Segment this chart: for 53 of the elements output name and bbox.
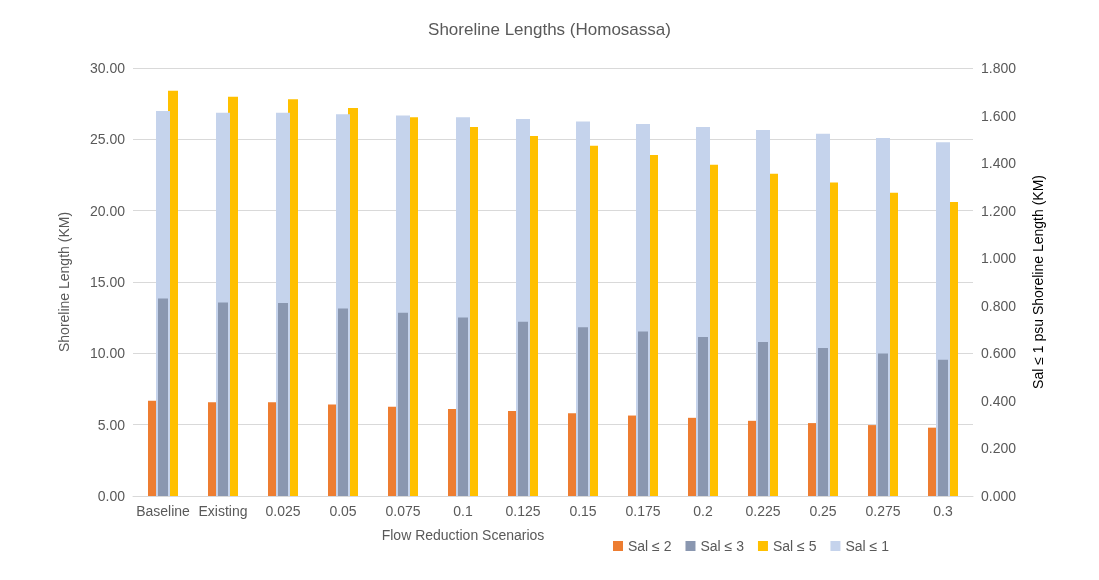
bar [398, 312, 408, 496]
x-tick-label: 0.1 [453, 503, 473, 519]
x-tick-label: 0.025 [265, 503, 301, 519]
y2-tick-label: 1.800 [981, 60, 1017, 76]
x-tick-label: 0.175 [625, 503, 661, 519]
bar [758, 342, 768, 496]
legend-label: Sal ≤ 3 [700, 538, 745, 554]
y2-tick-label: 0.000 [981, 488, 1017, 504]
y-tick-label: 25.00 [89, 131, 126, 148]
bar [698, 337, 708, 496]
y2-tick-label: 1.600 [981, 107, 1017, 124]
y-tick-label: 5.00 [97, 416, 126, 433]
legend-label: Sal ≤ 5 [772, 538, 817, 554]
legend-label: Sal ≤ 2 [628, 538, 672, 554]
bar [818, 347, 828, 496]
bar [638, 331, 648, 496]
chart-title: Shoreline Lengths (Homosassa) [428, 20, 671, 39]
y-tick-label: 30.00 [89, 60, 126, 76]
x-tick-label: 0.125 [505, 503, 541, 519]
x-tick-label: 0.075 [385, 503, 421, 519]
y-axis-title: Shoreline Length (KM) [56, 211, 72, 353]
y2-tick-label: 0.800 [981, 297, 1017, 314]
y2-axis-title: Sal ≤ 1 psu Shoreline Length (KM) [1030, 175, 1046, 389]
x-tick-label: 0.225 [745, 503, 781, 519]
bar [338, 308, 348, 496]
x-tick-label: 0.2 [693, 503, 713, 519]
y-tick-label: 15.00 [89, 274, 126, 290]
x-tick-label: 0.15 [569, 503, 597, 519]
y2-tick-label: 1.400 [981, 155, 1017, 172]
bar [578, 327, 588, 496]
bar [518, 321, 528, 496]
x-tick-label: 0.25 [809, 503, 837, 519]
x-tick-label: 0.275 [865, 503, 901, 519]
x-tick-label: Baseline [136, 503, 191, 519]
bar [878, 353, 888, 496]
x-tick-label: 0.05 [329, 503, 357, 519]
y2-tick-label: 1.000 [981, 250, 1017, 267]
bar [218, 302, 228, 496]
y-tick-label: 10.00 [89, 345, 126, 362]
legend-label: Sal ≤ 1 [845, 538, 890, 554]
x-tick-label: 0.3 [933, 503, 953, 519]
y2-tick-label: 1.200 [981, 202, 1017, 219]
y-tick-label: 0.00 [97, 488, 126, 504]
bar [938, 359, 948, 496]
x-axis-title: Flow Reduction Scenarios [381, 527, 545, 543]
bar [278, 302, 288, 496]
bar [158, 298, 168, 496]
y2-tick-label: 0.400 [981, 392, 1017, 409]
y2-tick-label: 0.600 [981, 345, 1017, 362]
x-tick-label: Existing [198, 503, 248, 519]
y-tick-label: 20.00 [89, 202, 126, 219]
y2-tick-label: 0.200 [981, 440, 1017, 457]
bar [458, 317, 468, 496]
